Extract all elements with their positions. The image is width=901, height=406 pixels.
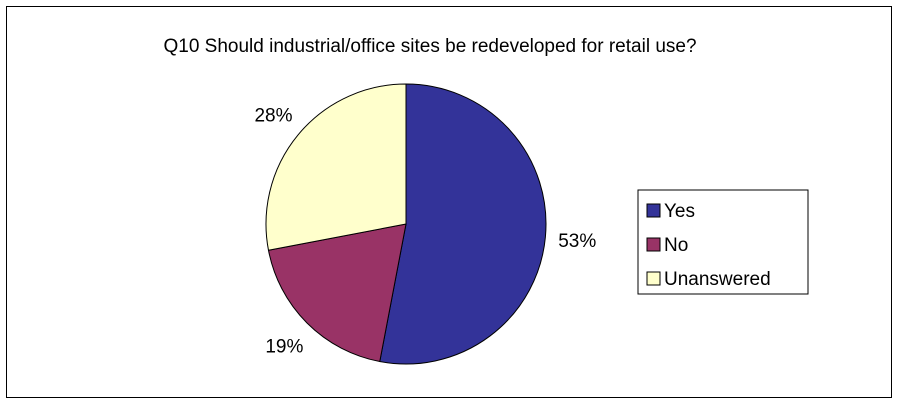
legend-swatch-no: [646, 237, 661, 252]
legend-label-unanswered: Unanswered: [664, 269, 771, 290]
data-label-unanswered: 28%: [254, 105, 292, 126]
legend: Yes No Unanswered: [637, 189, 809, 295]
data-label-no: 19%: [265, 337, 303, 358]
legend-label-yes: Yes: [664, 201, 695, 222]
pie-slice-unanswered: [265, 83, 407, 251]
data-label-yes: 53%: [558, 231, 596, 252]
pie-slices: [265, 83, 547, 365]
legend-box: [637, 189, 809, 295]
legend-swatch-unanswered: [646, 271, 661, 286]
legend-label-no: No: [664, 235, 688, 256]
legend-swatch-yes: [646, 203, 661, 218]
pie-slice-no: [267, 223, 407, 363]
pie-slice-yes: [379, 83, 547, 365]
pie-data-labels: 53% 19% 28%: [254, 105, 596, 357]
chart-title: Q10 Should industrial/office sites be re…: [163, 36, 696, 57]
